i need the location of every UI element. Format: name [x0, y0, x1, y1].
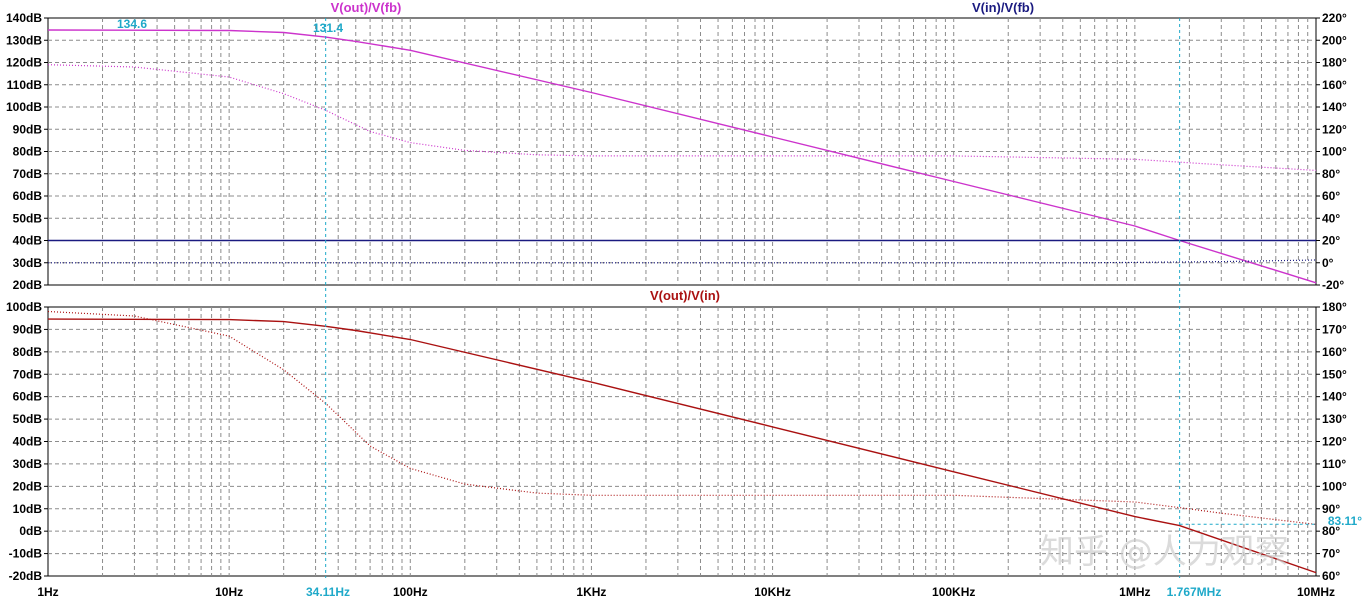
- labels: 140dB 220° 130dB 200° 120dB 180° 110dB 160° 100d…: [6, 11, 1347, 599]
- left-axis-tick-label: 20dB: [13, 479, 43, 493]
- right-axis-tick-label: 90°: [1322, 502, 1340, 516]
- trace-0-3: [48, 259, 1317, 264]
- x-axis-tick-label: 10Hz: [215, 585, 243, 599]
- right-axis-tick-label: 140°: [1322, 390, 1347, 404]
- right-axis-tick-label: 70°: [1322, 547, 1340, 561]
- left-axis-tick-label: 70dB: [13, 367, 43, 381]
- trace-1-1: [47, 310, 1317, 525]
- x-axis-tick-label: 10MHz: [1297, 585, 1335, 599]
- right-axis-tick-label: 170°: [1322, 322, 1347, 336]
- x-axis-tick-label: 100Hz: [393, 585, 428, 599]
- right-axis-tick-label: 220°: [1322, 11, 1347, 25]
- right-axis-tick-label: 130°: [1322, 412, 1347, 426]
- left-axis-tick-label: 80dB: [13, 145, 43, 159]
- right-axis-tick-label: 110°: [1322, 457, 1346, 471]
- right-axis-tick-label: 100°: [1322, 145, 1347, 159]
- left-axis-tick-label: -20dB: [9, 569, 43, 583]
- x-axis-tick-label: 1Hz: [37, 585, 58, 599]
- legend-vout-vfb: V(out)/V(fb): [331, 0, 402, 15]
- left-axis-tick-label: 130dB: [6, 33, 42, 47]
- legend-vin-vfb: V(in)/V(fb): [972, 0, 1034, 15]
- left-axis-tick-label: 90dB: [13, 322, 43, 336]
- left-axis-tick-label: 100dB: [6, 100, 42, 114]
- left-axis-tick-label: 20dB: [13, 278, 43, 292]
- left-axis-tick-label: 60dB: [13, 390, 43, 404]
- cursor-phase-label: 83.11°: [1328, 514, 1362, 528]
- x-axis-tick-label: 100KHz: [932, 585, 975, 599]
- x-axis-tick-label: 10KHz: [754, 585, 791, 599]
- cursor-1-freq-label: 34.11Hz: [306, 585, 350, 599]
- right-axis-tick-label: 120°: [1322, 435, 1347, 449]
- watermark: 知乎 @人力观察: [1040, 532, 1289, 572]
- left-axis-tick-label: 30dB: [13, 457, 43, 471]
- left-axis-tick-label: 140dB: [6, 11, 42, 25]
- right-axis-tick-label: 0°: [1322, 256, 1334, 270]
- trace-0-1: [47, 64, 1317, 171]
- cursors: [325, 18, 1316, 578]
- right-axis-tick-label: 40°: [1322, 211, 1340, 225]
- cursor-2-freq-label: 1.767MHz: [1167, 585, 1222, 599]
- left-axis-tick-label: 40dB: [13, 435, 43, 449]
- left-axis-tick-label: 30dB: [13, 256, 43, 270]
- left-axis-tick-label: 40dB: [13, 234, 43, 248]
- trace-0-0: [47, 29, 1317, 284]
- left-axis-tick-label: 60dB: [13, 189, 43, 203]
- right-axis-tick-label: 100°: [1322, 479, 1347, 493]
- right-axis-tick-label: 180°: [1322, 56, 1347, 70]
- left-axis-tick-label: 90dB: [13, 122, 43, 136]
- right-axis-tick-label: 120°: [1322, 122, 1347, 136]
- grid: [44, 17, 1320, 577]
- right-axis-tick-label: 180°: [1322, 300, 1347, 314]
- marker-label-134-6: 134.6: [117, 17, 147, 31]
- left-axis-tick-label: 80dB: [13, 345, 43, 359]
- left-axis-tick-label: 0dB: [19, 524, 42, 538]
- trace-1-0: [47, 318, 1317, 574]
- x-axis-tick-label: 1KHz: [576, 585, 606, 599]
- legend-vout-vin: V(out)/V(in): [650, 288, 720, 303]
- traces: [47, 29, 1317, 574]
- right-axis-tick-label: 20°: [1322, 234, 1340, 248]
- left-axis-tick-label: 70dB: [13, 167, 43, 181]
- right-axis-tick-label: -20°: [1322, 278, 1344, 292]
- left-axis-tick-label: 50dB: [13, 211, 43, 225]
- right-axis-tick-label: 150°: [1322, 367, 1347, 381]
- right-axis-tick-label: 60°: [1322, 569, 1340, 583]
- right-axis-tick-label: 160°: [1322, 345, 1347, 359]
- left-axis-tick-label: 100dB: [6, 300, 42, 314]
- left-axis-tick-label: 50dB: [13, 412, 43, 426]
- left-axis-tick-label: -10dB: [9, 547, 43, 561]
- right-axis-tick-label: 200°: [1322, 33, 1347, 47]
- x-axis-tick-label: 1MHz: [1119, 585, 1150, 599]
- left-axis-tick-label: 110dB: [7, 78, 43, 92]
- cursor-1-value-label: 131.4: [313, 21, 343, 35]
- left-axis-tick-label: 120dB: [6, 56, 42, 70]
- left-axis-tick-label: 10dB: [13, 502, 43, 516]
- right-axis-tick-label: 80°: [1322, 524, 1340, 538]
- right-axis-tick-label: 160°: [1322, 78, 1347, 92]
- right-axis-tick-label: 80°: [1322, 167, 1340, 181]
- right-axis-tick-label: 140°: [1322, 100, 1347, 114]
- right-axis-tick-label: 60°: [1322, 189, 1340, 203]
